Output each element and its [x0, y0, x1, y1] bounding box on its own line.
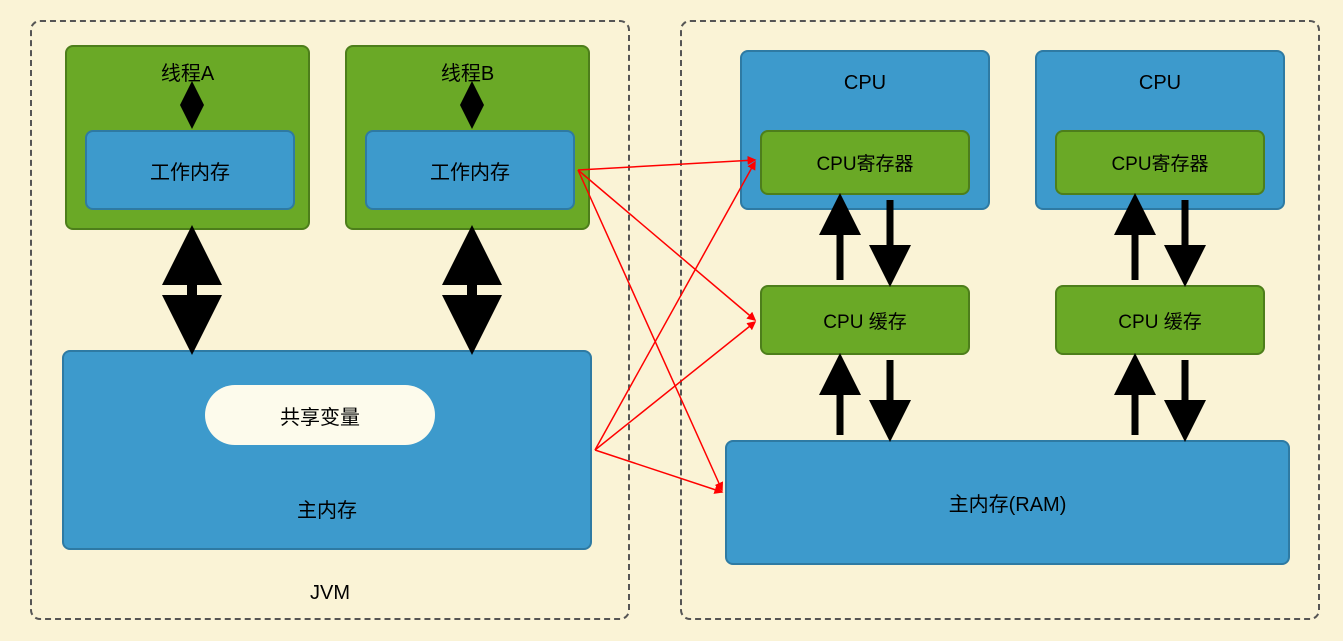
cpu2-register: CPU寄存器	[1055, 130, 1265, 195]
main-memory-box: 主内存	[62, 350, 592, 550]
cpu1-cache: CPU 缓存	[760, 285, 970, 355]
cpu1-register: CPU寄存器	[760, 130, 970, 195]
cpu2-cache: CPU 缓存	[1055, 285, 1265, 355]
cpu1-label: CPU	[742, 72, 988, 95]
thread-a-title: 线程A	[67, 57, 308, 86]
thread-b-working-memory: 工作内存	[365, 130, 575, 210]
jvm-label: JVM	[30, 582, 630, 605]
cpu2-label: CPU	[1037, 72, 1283, 95]
shared-variable-box: 共享变量	[205, 385, 435, 445]
ram-box: 主内存(RAM)	[725, 440, 1290, 565]
diagram-canvas: JVM 线程A 工作内存 线程B 工作内存主内存 共享变量 CPU CPU寄存器 CPU 缓存 C…	[0, 0, 1343, 641]
thread-a-working-memory: 工作内存	[85, 130, 295, 210]
thread-b-title: 线程B	[347, 57, 588, 86]
main-memory-label: 主内存	[64, 494, 590, 523]
